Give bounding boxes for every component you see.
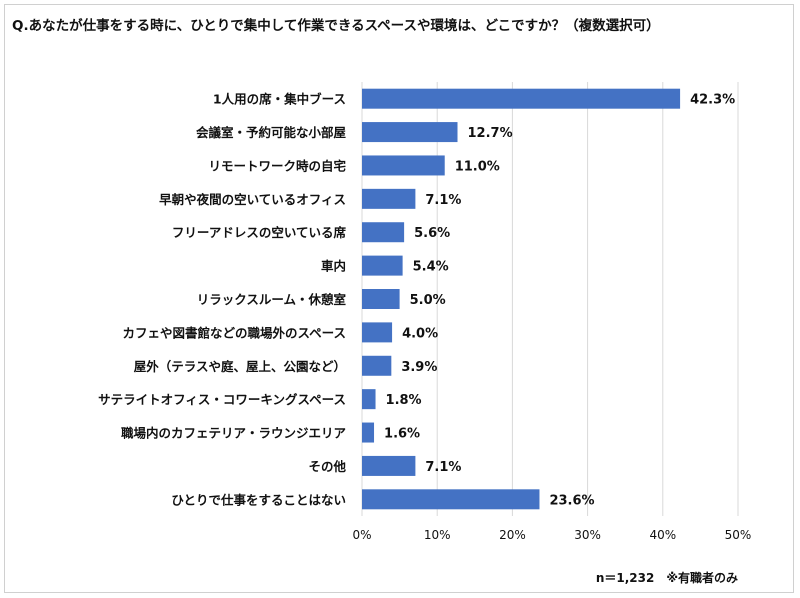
x-tick-label: 10% — [424, 528, 451, 542]
data-label: 5.6% — [414, 226, 450, 241]
bar — [362, 455, 416, 476]
bar — [362, 122, 458, 143]
data-label: 1.8% — [386, 393, 422, 408]
data-label: 42.3% — [690, 93, 735, 108]
bar — [362, 222, 405, 243]
bar — [362, 489, 540, 510]
bar — [362, 255, 403, 276]
data-label: 5.4% — [413, 260, 449, 275]
sample-size-note: n＝1,232 ※有職者のみ — [595, 571, 738, 585]
category-label: 屋外（テラスや庭、屋上、公園など） — [134, 359, 346, 374]
data-label: 4.0% — [402, 326, 438, 341]
category-label: 会議室・予約可能な小部屋 — [196, 125, 347, 140]
x-tick-label: 50% — [725, 528, 752, 542]
data-label: 12.7% — [468, 126, 513, 141]
bar — [362, 155, 445, 176]
chart-title: Q.あなたが仕事をする時に、ひとりで集中して作業できるスペースや環境は、どこです… — [12, 18, 660, 34]
category-label: ひとりで仕事をすることはない — [171, 492, 346, 507]
data-label: 3.9% — [401, 360, 437, 375]
category-label: 早朝や夜間の空いているオフィス — [159, 192, 346, 207]
data-label: 7.1% — [425, 193, 461, 208]
x-tick-label: 40% — [649, 528, 676, 542]
category-label: 車内 — [321, 259, 346, 274]
chart-frame — [4, 4, 794, 593]
data-label: 11.0% — [455, 159, 500, 174]
category-label: サテライトオフィス・コワーキングスペース — [98, 392, 346, 407]
bar — [362, 355, 392, 376]
category-label: リラックスルーム・休憩室 — [197, 292, 347, 307]
data-label: 1.6% — [384, 427, 420, 442]
bar — [362, 188, 416, 209]
category-label: フリーアドレスの空いている席 — [172, 225, 347, 240]
category-label: リモートワーク時の自宅 — [208, 158, 346, 173]
x-tick-label: 20% — [499, 528, 526, 542]
data-label: 7.1% — [425, 460, 461, 475]
bar — [362, 422, 375, 443]
bar — [362, 88, 681, 109]
category-label: 職場内のカフェテリア・ラウンジエリア — [121, 426, 346, 441]
bar — [362, 322, 393, 343]
bar — [362, 289, 400, 309]
bar — [362, 389, 376, 410]
category-label: 1人用の席・集中ブース — [213, 92, 346, 107]
x-tick-label: 0% — [352, 528, 371, 542]
category-label: その他 — [308, 459, 346, 474]
x-tick-label: 30% — [574, 528, 601, 542]
data-label: 23.6% — [549, 493, 594, 508]
category-label: カフェや図書館などの職場外のスペース — [122, 325, 346, 340]
data-label: 5.0% — [410, 293, 446, 308]
